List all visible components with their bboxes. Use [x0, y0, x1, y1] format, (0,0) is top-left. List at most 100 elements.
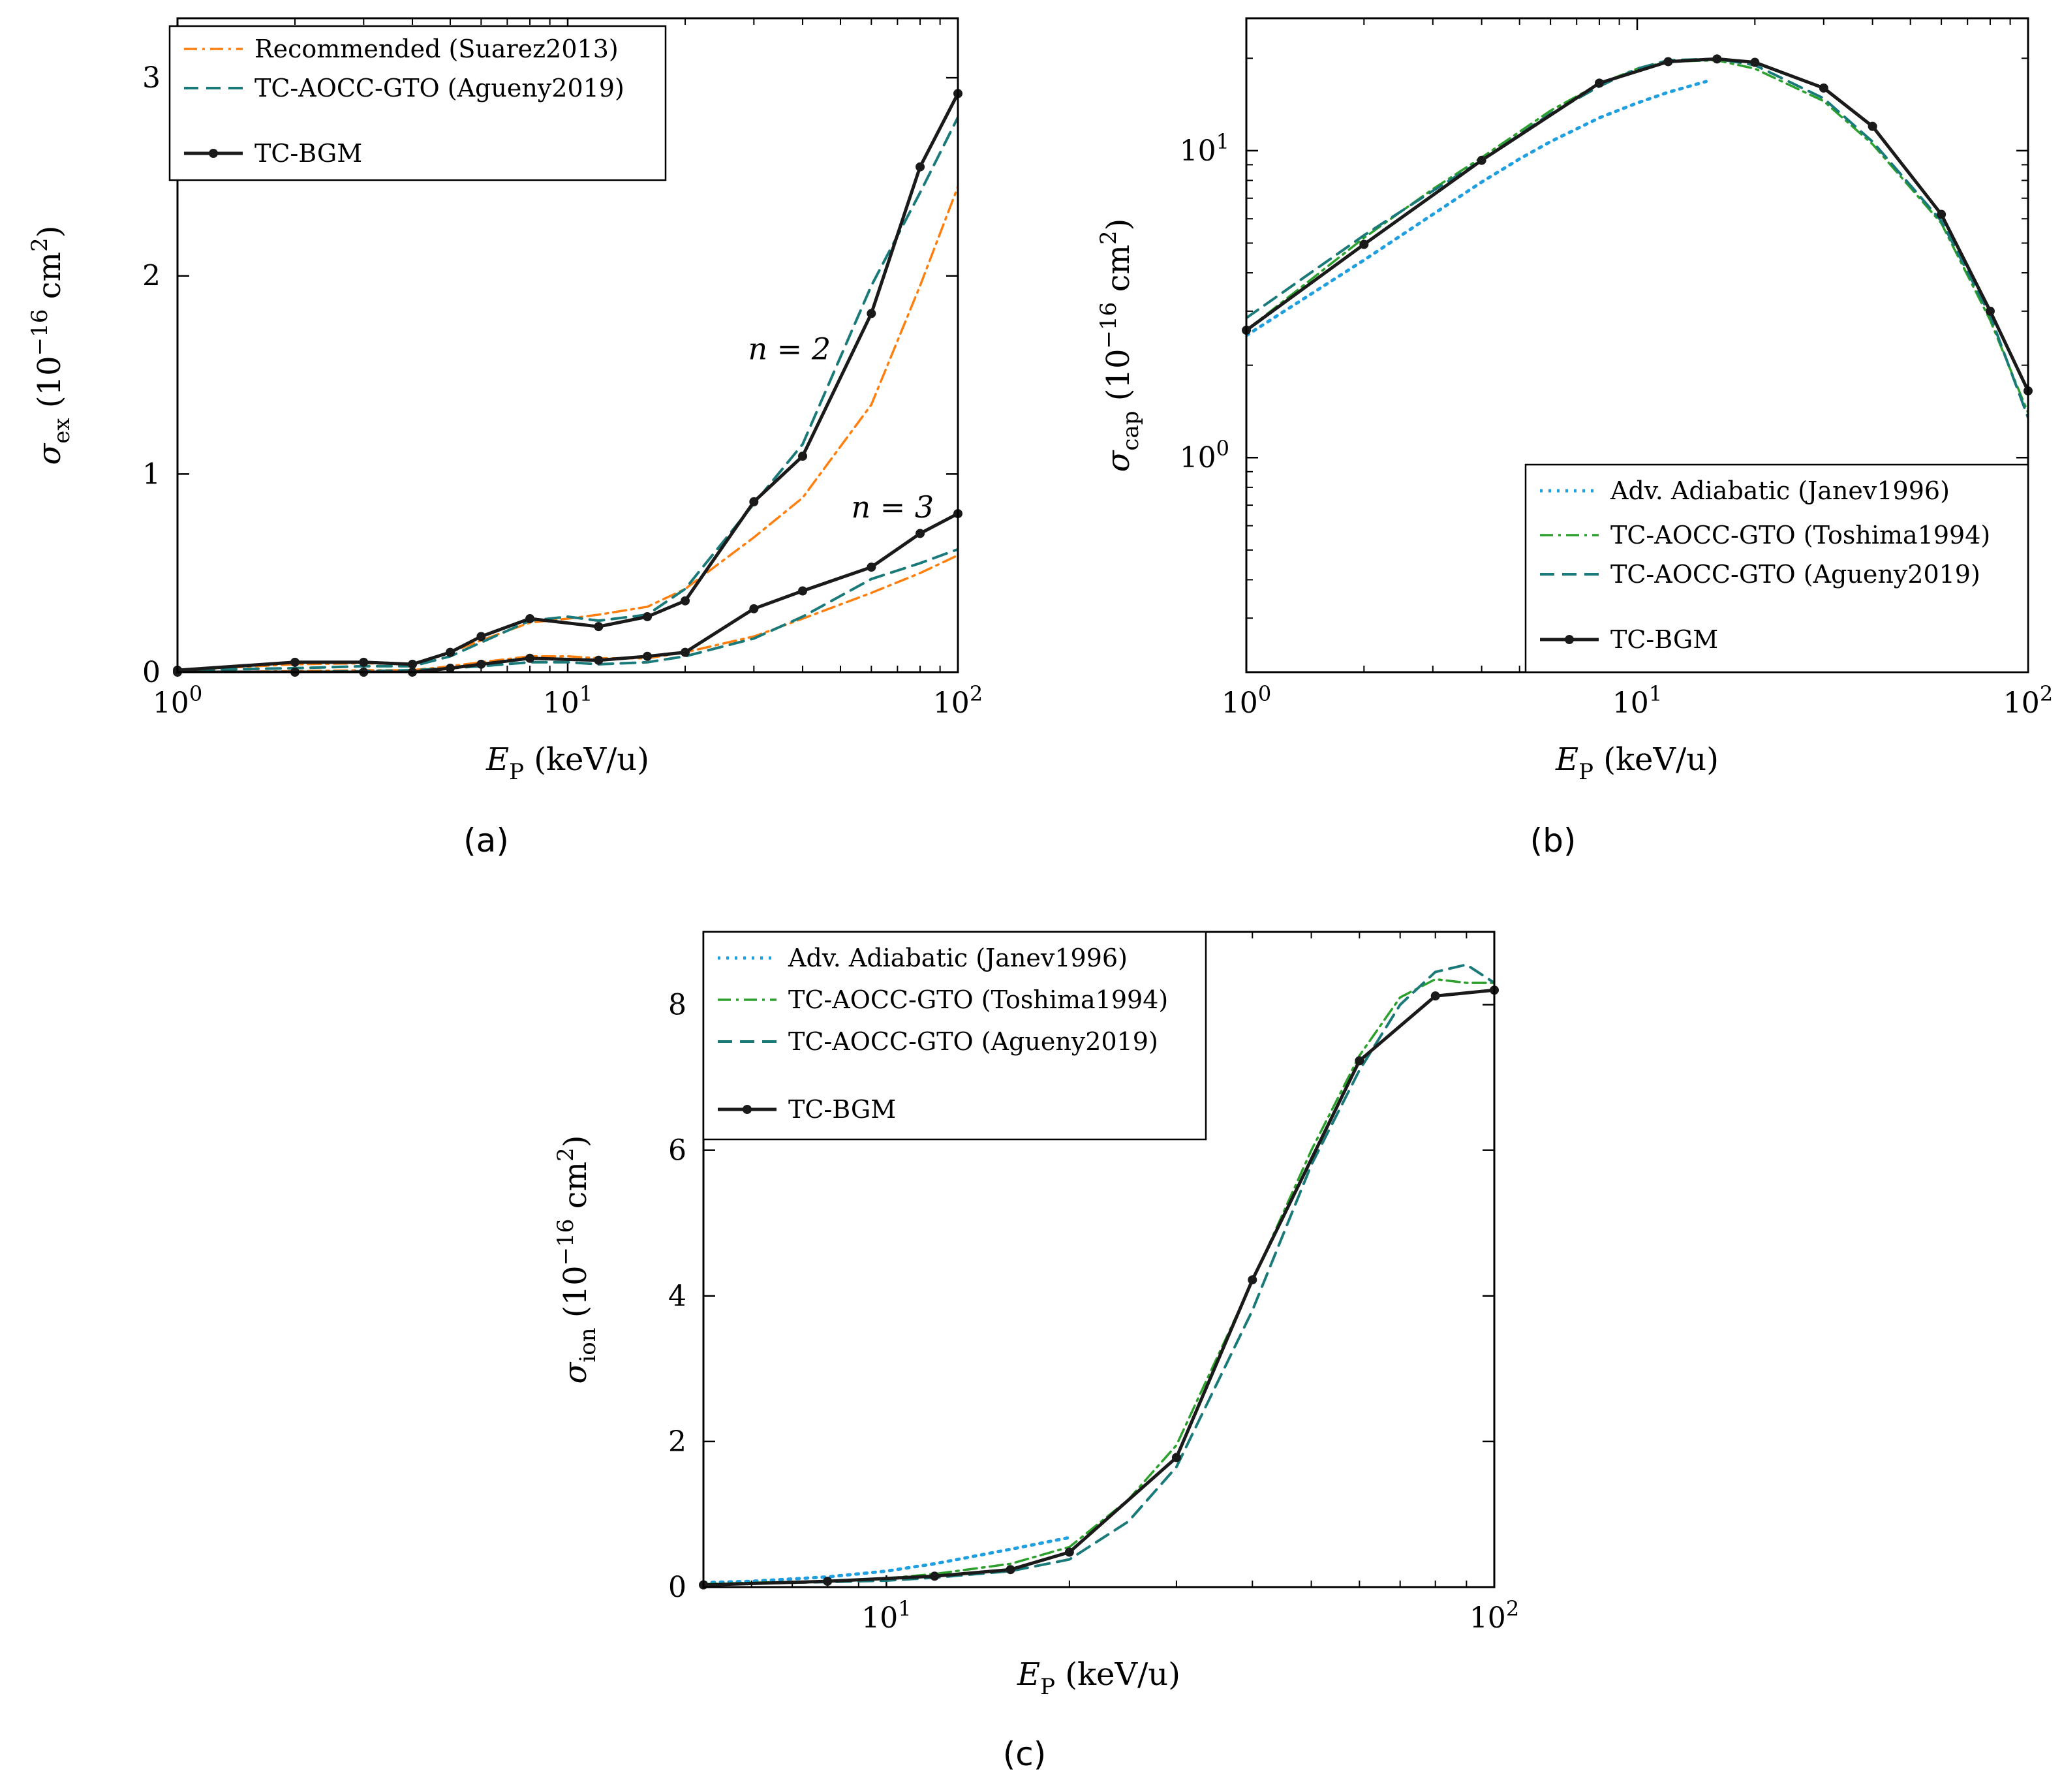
legend-label: Adv. Adiabatic (Janev1996): [1610, 476, 1950, 505]
data-point: [749, 604, 759, 613]
series-group: [703, 963, 1494, 1587]
y-tick-label: 1: [142, 457, 161, 491]
data-point: [749, 497, 759, 506]
data-point: [930, 1571, 940, 1581]
data-point: [1248, 1275, 1257, 1285]
legend: Adv. Adiabatic (Janev1996) TC-AOCC-GTO (T…: [702, 931, 1207, 1141]
y-tick-label: 3: [142, 61, 161, 95]
data-point: [359, 657, 369, 667]
data-point: [1663, 57, 1673, 67]
legend: Adv. Adiabatic (Janev1996) TC-AOCC-GTO (T…: [1524, 463, 2029, 673]
x-axis-label: EP (keV/u): [485, 741, 649, 785]
panel-label: (a): [463, 822, 509, 859]
data-point: [1359, 239, 1369, 249]
chart-panel-c: 101 102 0 2 4 6 8 Adv. Adiabatic (Janev1996) TC-…: [553, 931, 1519, 1773]
data-point: [594, 622, 604, 632]
legend-label: TC-AOCC-GTO (Toshima1994): [788, 985, 1168, 1014]
data-point: [1006, 1565, 1015, 1575]
data-point: [1355, 1056, 1364, 1066]
data-point: [1477, 155, 1486, 165]
data-point: [1750, 57, 1760, 67]
y-axis-label: σex (10−16 cm2): [27, 226, 75, 465]
legend-marker: [209, 149, 218, 158]
legend-marker: [1565, 635, 1574, 644]
data-point: [408, 659, 418, 669]
data-point: [445, 663, 455, 673]
annotation: n = 2: [748, 331, 831, 366]
data-point: [643, 651, 653, 661]
data-point: [681, 647, 690, 657]
y-tick-label: 100: [1180, 436, 1229, 474]
chart-panel-a: 100 101 102 0 1 2 3 n = 2 n = 3 Recommended (Suar…: [27, 17, 983, 859]
x-tick-label: 101: [1612, 681, 1662, 720]
x-tick-label: 101: [861, 1596, 911, 1635]
plot-frame: [176, 17, 959, 673]
data-point: [476, 659, 486, 669]
data-point: [445, 647, 455, 657]
y-tick-label: 8: [668, 989, 686, 1022]
y-tick-label: 2: [142, 260, 161, 293]
y-tick-label: 6: [668, 1134, 686, 1167]
legend-label: Recommended (Suarez2013): [254, 35, 619, 63]
data-point: [643, 611, 653, 621]
data-point: [525, 614, 535, 624]
legend-box: [702, 931, 1207, 1141]
x-tick-label: 101: [543, 681, 592, 720]
legend-label: TC-BGM: [1610, 625, 1718, 654]
x-tick-label: 102: [933, 681, 983, 720]
data-point: [916, 529, 925, 538]
x-axis-label: EP (keV/u): [1555, 741, 1719, 785]
y-tick-label: 0: [142, 656, 161, 689]
y-tick-label: 4: [668, 1280, 686, 1313]
series-line: [703, 1536, 1071, 1584]
data-point: [476, 632, 486, 641]
series-line: [177, 548, 958, 672]
data-point: [798, 452, 808, 461]
series-line: [177, 185, 958, 672]
legend-marker: [743, 1105, 752, 1114]
legend-label: TC-AOCC-GTO (Agueny2019): [1610, 560, 1980, 589]
y-tick-label: 0: [668, 1571, 686, 1604]
y-tick-label: 2: [668, 1425, 686, 1459]
data-point: [1064, 1547, 1074, 1557]
series-line: [177, 512, 958, 672]
data-point: [1937, 209, 1947, 219]
legend-label: TC-AOCC-GTO (Agueny2019): [254, 74, 624, 102]
legend-box: [1524, 463, 2029, 673]
series-line: [177, 116, 958, 672]
data-point: [867, 309, 876, 318]
x-tick-label: 102: [2003, 681, 2053, 720]
data-point: [1171, 1453, 1181, 1462]
legend-label: TC-BGM: [254, 139, 362, 168]
series-line: [177, 554, 958, 672]
data-point: [867, 563, 876, 572]
legend-label: Adv. Adiabatic (Janev1996): [788, 944, 1128, 972]
x-tick-label: 100: [153, 681, 202, 720]
legend-label: TC-BGM: [788, 1095, 896, 1124]
annotation: n = 3: [851, 489, 934, 525]
x-axis-label: EP (keV/u): [1017, 1656, 1180, 1700]
data-point: [290, 657, 300, 667]
data-point: [525, 653, 535, 663]
y-axis-label: σcap (10−16 cm2): [1096, 219, 1144, 472]
data-point: [1819, 83, 1828, 93]
x-tick-label: 102: [1470, 1596, 1519, 1635]
chart-panel-b: 100 101 102 100 101 Adv. Adiabatic (Janev1996…: [1096, 17, 2053, 859]
y-tick-label: 101: [1180, 129, 1229, 168]
series-line: [1246, 57, 2028, 393]
data-point: [798, 586, 808, 596]
legend-label: TC-AOCC-GTO (Toshima1994): [1610, 521, 1990, 549]
x-tick-label: 100: [1222, 681, 1271, 720]
data-point: [1594, 78, 1604, 88]
data-point: [1712, 54, 1722, 64]
series-line: [1246, 80, 1708, 337]
series-line: [703, 988, 1494, 1587]
data-point: [823, 1577, 833, 1586]
series-group: [1246, 57, 2028, 419]
panel-label: (c): [1003, 1735, 1047, 1773]
data-point: [1430, 991, 1440, 1001]
legend-label: TC-AOCC-GTO (Agueny2019): [788, 1027, 1158, 1056]
data-point: [1868, 121, 1877, 131]
data-point: [681, 596, 690, 606]
